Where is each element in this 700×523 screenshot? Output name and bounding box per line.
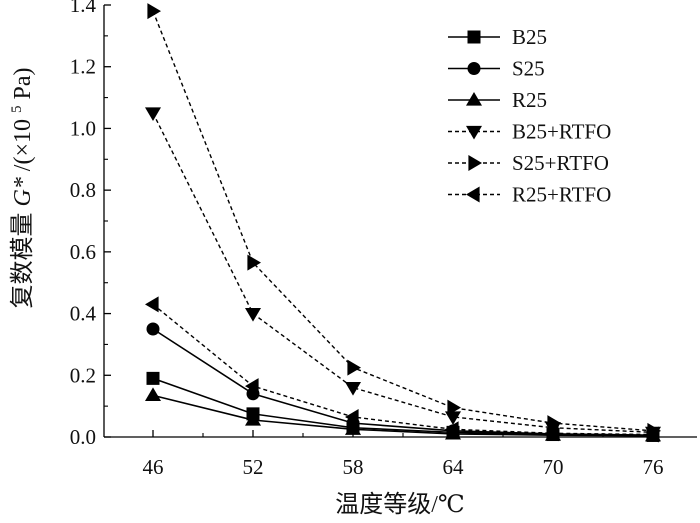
legend-label-b25-rtfo: B25+RTFO xyxy=(512,120,611,144)
data-point-r25 xyxy=(245,412,261,426)
data-point-s25-rtfo xyxy=(447,399,461,416)
y-tick-label: 0.2 xyxy=(70,363,96,387)
series-s25 xyxy=(146,322,660,442)
data-point-b25-rtfo xyxy=(145,107,161,121)
legend-marker-b25 xyxy=(467,30,481,44)
data-point-s25-rtfo xyxy=(247,254,261,271)
data-point-r25 xyxy=(345,421,361,435)
y-tick-label: 0.6 xyxy=(70,240,96,264)
x-axis-title: 温度等级/℃ xyxy=(335,491,465,518)
data-point-s25-rtfo xyxy=(547,415,561,432)
data-point-r25-rtfo xyxy=(245,378,259,395)
y-tick-label: 0.0 xyxy=(70,425,96,449)
y-axis-title-symbol: G* xyxy=(10,177,36,206)
data-point-r25-rtfo xyxy=(345,408,359,425)
data-point-b25-rtfo xyxy=(345,382,361,396)
series-layer xyxy=(145,3,661,443)
data-point-r25 xyxy=(145,387,161,401)
series-r25-rtfo xyxy=(145,296,659,443)
legend-item-r25: R25 xyxy=(448,88,547,112)
legend-item-s25-rtfo: S25+RTFO xyxy=(448,151,609,175)
y-tick-label: 1.0 xyxy=(70,116,96,140)
data-point-s25-rtfo xyxy=(347,359,361,376)
x-tick-label: 64 xyxy=(443,455,465,479)
legend-marker-s25 xyxy=(467,62,481,75)
series-line-s25-rtfo xyxy=(152,10,654,432)
legend-marker-r25 xyxy=(466,92,482,106)
legend-marker-b25-rtfo xyxy=(466,125,482,140)
series-line-r25-rtfo xyxy=(152,303,654,436)
legend-item-b25-rtfo: B25+RTFO xyxy=(448,120,611,144)
x-tick-label: 70 xyxy=(543,455,564,479)
data-point-r25-rtfo xyxy=(445,421,459,438)
y-axis-title: 复数模量 G* /(×10 5 Pa) xyxy=(1,67,36,308)
legend-item-b25: B25 xyxy=(448,25,547,49)
legend-marker-r25-rtfo xyxy=(466,186,480,203)
x-tick-label: 58 xyxy=(343,455,364,479)
series-line-r25 xyxy=(152,394,654,437)
y-axis-title-prefix: 复数模量 xyxy=(9,213,36,309)
data-point-r25-rtfo xyxy=(645,426,659,443)
x-tick-label: 52 xyxy=(243,455,264,479)
legend-label-r25: R25 xyxy=(512,88,547,112)
y-tick-label: 1.4 xyxy=(70,0,97,17)
y-axis-title-suffix-open: /(×10 xyxy=(10,119,36,171)
data-point-b25-rtfo xyxy=(245,307,261,322)
data-point-s25 xyxy=(146,322,160,336)
y-axis-title-suffix-close: Pa) xyxy=(10,67,36,99)
legend-marker-s25-rtfo xyxy=(468,155,482,171)
data-point-s25-rtfo xyxy=(147,3,161,20)
legend-label-s25-rtfo: S25+RTFO xyxy=(512,151,609,175)
data-point-b25 xyxy=(146,371,160,385)
series-s25-rtfo xyxy=(147,3,661,439)
data-point-r25-rtfo xyxy=(545,425,559,442)
legend-label-b25: B25 xyxy=(512,25,547,49)
series-line-s25 xyxy=(152,328,654,436)
x-tick-label: 76 xyxy=(643,455,664,479)
legend-item-r25-rtfo: R25+RTFO xyxy=(448,183,611,207)
data-point-r25-rtfo xyxy=(145,296,159,313)
x-tick-label: 46 xyxy=(143,455,164,479)
legend: B25 S25 R25 B25+RTFO S25+RTFO R25+RTFO xyxy=(448,25,611,207)
legend-label-r25-rtfo: R25+RTFO xyxy=(512,183,611,207)
legend-item-s25: S25 xyxy=(448,57,545,81)
y-tick-label: 0.4 xyxy=(70,302,97,326)
legend-label-s25: S25 xyxy=(512,57,545,81)
series-line-b25-rtfo xyxy=(152,112,654,434)
y-tick-label: 0.8 xyxy=(70,178,96,202)
y-axis-title-exponent: 5 xyxy=(9,105,25,113)
y-tick-label: 1.2 xyxy=(70,55,96,79)
axes: 0.0 0.2 0.4 0.6 0.8 1.0 1.2 1.4 46 52 58 64 70 76 xyxy=(70,0,697,479)
